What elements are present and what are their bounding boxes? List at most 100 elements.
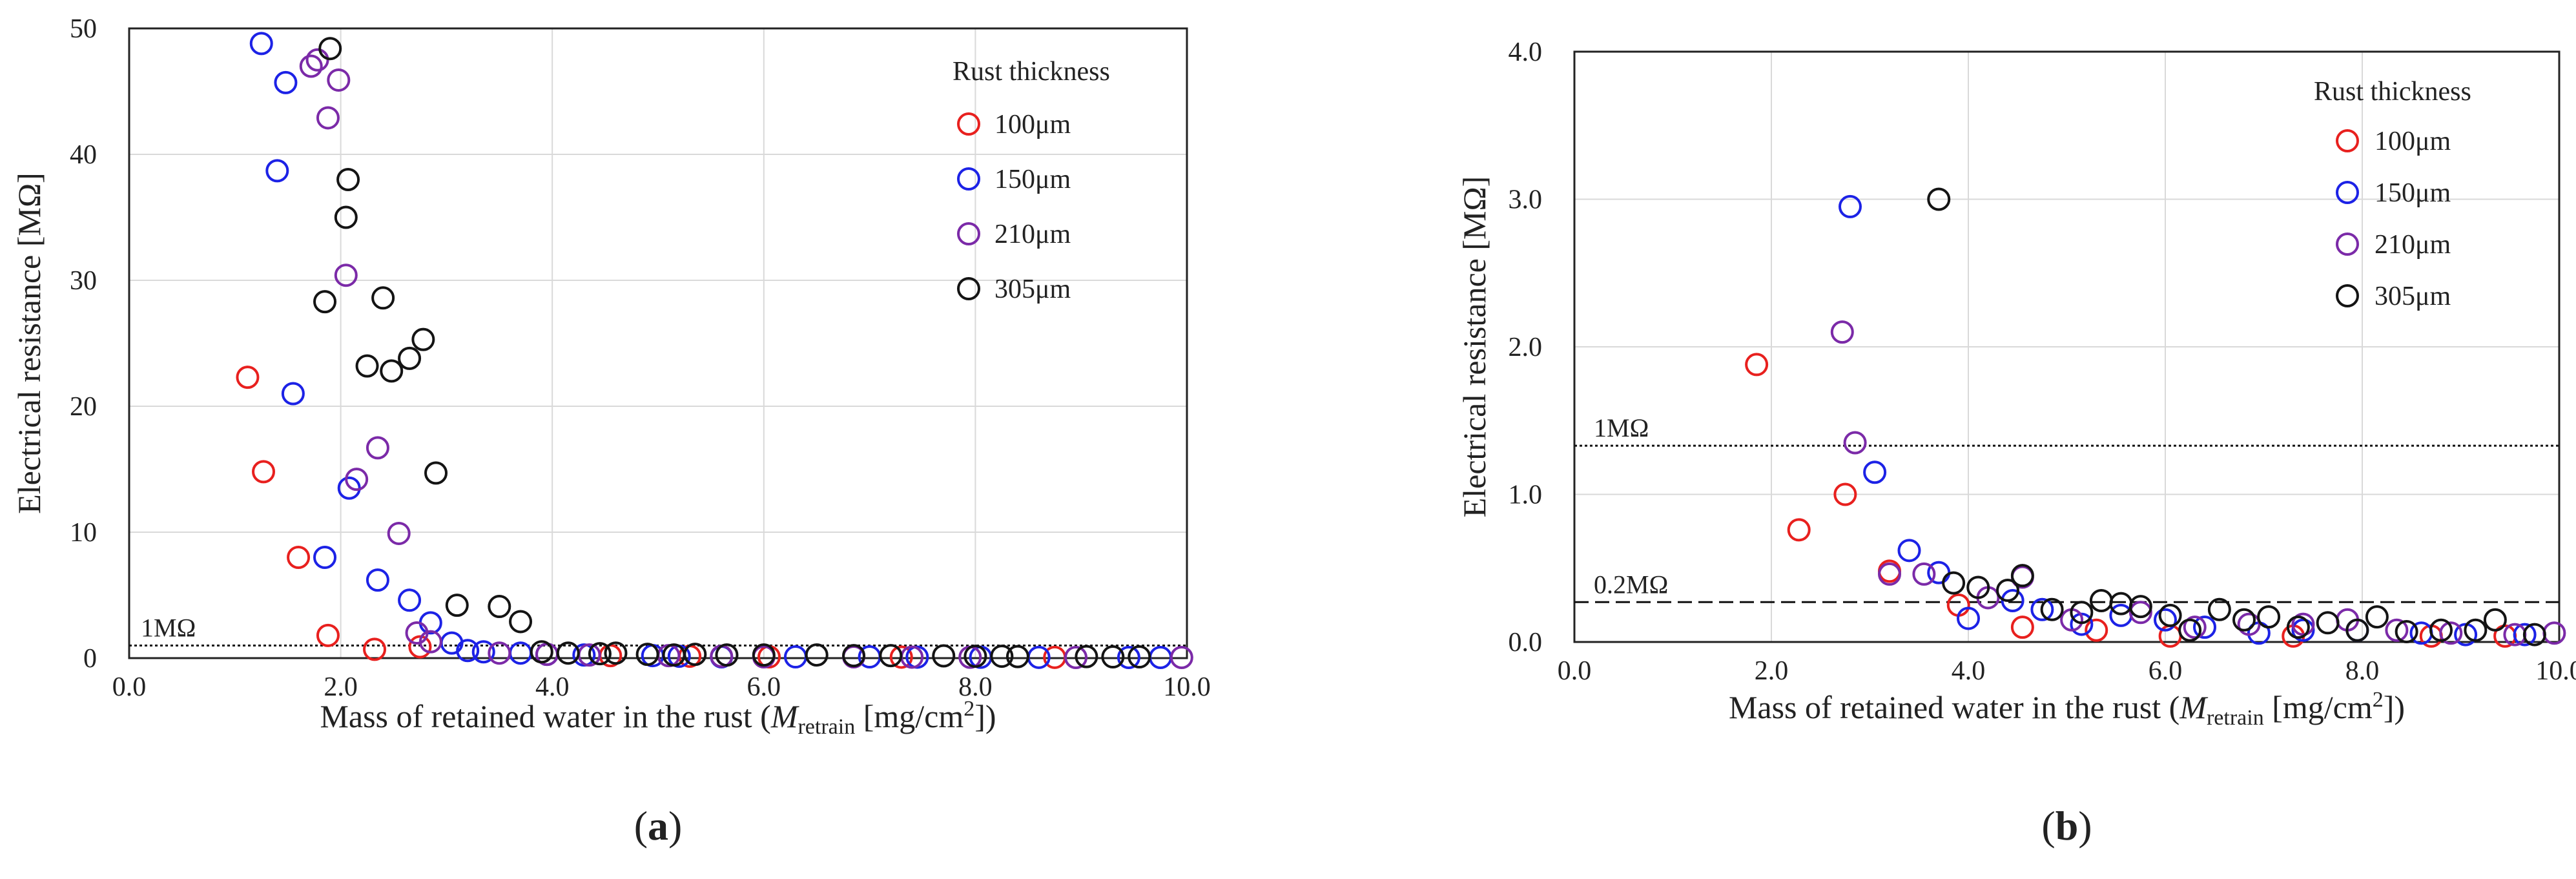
- x-axis-label-sub: retrain: [2207, 706, 2264, 730]
- data-point: [752, 643, 776, 667]
- data-point: [299, 54, 323, 78]
- series-210μm: [299, 48, 1193, 670]
- data-point: [2522, 623, 2546, 646]
- data-point: [2385, 618, 2409, 642]
- x-tick-label: 0.0: [1558, 656, 1592, 686]
- data-point: [408, 635, 432, 659]
- data-point: [2237, 612, 2261, 636]
- legend-label: 100μm: [994, 110, 1071, 140]
- data-point: [2291, 618, 2315, 642]
- data-point: [1966, 575, 1990, 599]
- legend-title: Rust thickness: [953, 57, 1110, 87]
- data-point: [1830, 320, 1854, 344]
- legend-label: 150μm: [2375, 178, 2451, 208]
- data-point: [2128, 595, 2152, 619]
- data-point: [842, 644, 866, 668]
- data-point: [509, 641, 533, 665]
- data-point: [2010, 564, 2034, 588]
- x-tick-label: 6.0: [2148, 656, 2183, 686]
- data-point: [905, 645, 929, 669]
- x-axis-label-var: M: [2179, 689, 2208, 725]
- data-point: [2316, 611, 2340, 635]
- data-point: [387, 521, 411, 545]
- data-point: [2483, 608, 2507, 632]
- x-tick-label: 2.0: [1755, 656, 1789, 686]
- data-point: [990, 645, 1014, 668]
- legend-marker: [2336, 233, 2359, 256]
- data-point: [2257, 605, 2281, 629]
- data-point: [316, 106, 340, 130]
- x-axis-label: Mass of retained water in the rust (Mret…: [1729, 688, 2405, 730]
- data-point: [1996, 579, 2019, 603]
- y-tick-label: 20: [70, 392, 97, 422]
- data-point: [488, 641, 511, 665]
- y-tick-label: 0.0: [1509, 628, 1543, 657]
- y-tick-label: 10: [70, 518, 97, 548]
- data-point: [932, 644, 956, 668]
- data-point: [715, 643, 739, 667]
- plot-frame: [1573, 50, 2561, 643]
- x-axis-label-var: M: [770, 698, 799, 734]
- data-point: [604, 641, 628, 665]
- y-tick-label: 4.0: [1509, 37, 1543, 67]
- data-point: [1942, 571, 1966, 595]
- x-axis-label-unit: [mg/cm: [2264, 689, 2373, 725]
- data-point: [2542, 621, 2566, 645]
- data-point: [2109, 592, 2133, 615]
- x-tick-label: 8.0: [2345, 656, 2380, 686]
- data-point: [1005, 645, 1029, 668]
- data-point: [488, 595, 511, 619]
- panel-label-close-paren: ): [668, 803, 682, 849]
- y-tick-label: 1.0: [1509, 481, 1543, 510]
- data-point: [2345, 618, 2369, 642]
- data-point: [456, 639, 480, 663]
- data-point: [305, 48, 329, 72]
- data-point: [1863, 460, 1887, 484]
- x-axis-label-unit: [mg/cm: [855, 698, 963, 734]
- data-point: [2365, 605, 2389, 629]
- legend-marker: [2336, 181, 2359, 204]
- reference-line-label: 0.2MΩ: [1594, 570, 1668, 599]
- legend-marker: [2336, 129, 2359, 152]
- data-point: [2158, 603, 2182, 627]
- data-point: [418, 630, 442, 654]
- data-point: [345, 468, 369, 491]
- y-tick-label: 3.0: [1509, 185, 1543, 215]
- data-point: [2154, 608, 2177, 632]
- x-tick-label: 4.0: [535, 672, 570, 702]
- data-point: [805, 643, 829, 667]
- data-point: [313, 290, 337, 314]
- x-axis-label-prefix: Mass of retained water in the rust (: [1729, 689, 2179, 725]
- x-tick-label: 10.0: [1163, 672, 1211, 702]
- data-point: [1128, 645, 1151, 669]
- legend-marker: [957, 167, 980, 191]
- series-305μm: [1927, 187, 2546, 646]
- data-point: [1170, 646, 1193, 670]
- legend-label: 305μm: [994, 274, 1071, 304]
- data-point: [556, 641, 580, 665]
- data-point: [380, 359, 404, 383]
- data-point: [2286, 615, 2310, 639]
- y-tick-label: 2.0: [1509, 333, 1543, 362]
- data-point: [1075, 645, 1098, 668]
- x-tick-label: 2.0: [324, 672, 358, 702]
- x-tick-label: 10.0: [2535, 656, 2576, 686]
- legend-label: 305μm: [2375, 282, 2451, 311]
- legend-label: 210μm: [994, 220, 1071, 249]
- data-point: [398, 346, 422, 370]
- data-point: [2089, 589, 2113, 613]
- data-point: [1787, 518, 1811, 542]
- panel-label-letter: b: [2056, 803, 2079, 849]
- x-axis-label: Mass of retained water in the rust (Mret…: [320, 697, 996, 739]
- series-305μm: [313, 37, 1151, 669]
- data-point: [334, 205, 358, 229]
- data-point: [635, 643, 659, 667]
- data-point: [1912, 562, 1936, 586]
- data-point: [2010, 615, 2034, 639]
- legend-title: Rust thickness: [2314, 77, 2471, 107]
- y-tick-label: 50: [70, 14, 97, 44]
- legend-marker: [957, 112, 980, 136]
- data-point: [2193, 615, 2216, 639]
- data-point: [2232, 608, 2256, 632]
